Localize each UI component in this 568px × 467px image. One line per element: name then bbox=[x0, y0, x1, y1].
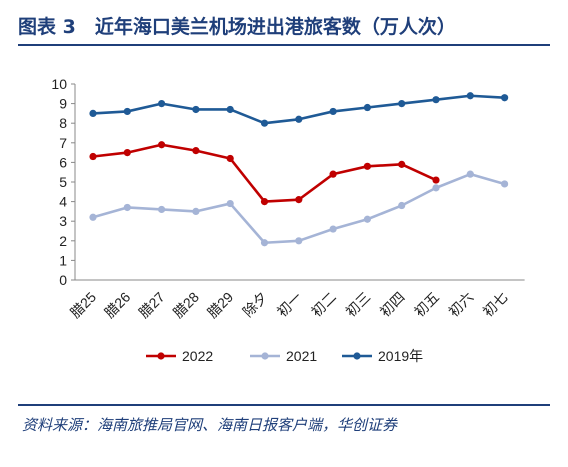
y-tick-label: 2 bbox=[59, 233, 67, 249]
y-tick-label: 0 bbox=[59, 272, 67, 288]
legend: 2022 2021 2019年 bbox=[146, 348, 423, 364]
series-point-2-8 bbox=[363, 103, 371, 112]
series-point-1-3 bbox=[192, 207, 200, 215]
x-tick-label: 腊29 bbox=[204, 289, 236, 321]
series-point-0-4 bbox=[226, 154, 234, 163]
title-rule bbox=[18, 44, 550, 46]
x-tick-label: 初五 bbox=[411, 289, 442, 320]
series-layer bbox=[89, 92, 509, 247]
x-tick-label: 除夕 bbox=[240, 289, 271, 320]
series-line-0 bbox=[92, 143, 437, 203]
series-point-0-5 bbox=[260, 198, 269, 206]
series-point-2-9 bbox=[398, 100, 406, 108]
series-point-2-3 bbox=[192, 105, 200, 114]
y-tick-label: 9 bbox=[59, 96, 67, 112]
series-point-2-11 bbox=[466, 92, 474, 100]
series-point-1-11 bbox=[466, 170, 474, 178]
legend-marker-0 bbox=[157, 352, 165, 360]
series-point-0-3 bbox=[192, 147, 200, 155]
y-tick-label: 5 bbox=[59, 174, 67, 190]
series-point-0-8 bbox=[363, 162, 371, 170]
x-tick-label: 初四 bbox=[377, 289, 408, 320]
x-tick-label: 腊28 bbox=[170, 289, 202, 321]
y-tick-label: 6 bbox=[59, 154, 67, 170]
series-point-1-7 bbox=[329, 225, 337, 233]
series-point-0-6 bbox=[295, 196, 303, 204]
series-point-0-2 bbox=[158, 141, 166, 149]
x-tick-label: 腊26 bbox=[101, 289, 133, 321]
series-point-2-5 bbox=[260, 119, 269, 127]
legend-label-0: 2022 bbox=[182, 348, 213, 364]
x-tick-label: 初一 bbox=[274, 289, 305, 320]
series-point-2-7 bbox=[329, 107, 337, 116]
y-tick-label: 1 bbox=[59, 252, 67, 268]
series-point-0-10 bbox=[432, 176, 440, 184]
series-point-2-10 bbox=[432, 96, 440, 104]
series-point-2-2 bbox=[158, 100, 166, 108]
series-point-1-8 bbox=[363, 215, 371, 223]
series-point-2-12 bbox=[501, 94, 509, 102]
source-rule bbox=[18, 404, 550, 406]
series-point-0-7 bbox=[329, 170, 337, 178]
figure-title: 图表 3 近年海口美兰机场进出港旅客数（万人次） bbox=[18, 16, 456, 38]
x-tick-label: 初六 bbox=[445, 289, 476, 320]
y-tick-label: 4 bbox=[59, 194, 67, 210]
series-point-2-1 bbox=[123, 107, 131, 116]
series-point-1-10 bbox=[432, 184, 440, 192]
series-point-2-0 bbox=[89, 109, 97, 117]
source-note: 资料来源：海南旅推局官网、海南日报客户端，华创证券 bbox=[22, 416, 398, 434]
series-point-1-12 bbox=[501, 180, 509, 188]
series-point-0-0 bbox=[89, 152, 97, 161]
series-line-1 bbox=[92, 172, 505, 245]
series-point-1-9 bbox=[398, 201, 406, 210]
y-tick-label: 7 bbox=[59, 135, 67, 151]
y-tick-label: 8 bbox=[59, 115, 67, 131]
y-tick-label: 3 bbox=[59, 213, 67, 229]
series-point-2-4 bbox=[226, 105, 234, 114]
series-point-1-1 bbox=[123, 203, 131, 212]
x-tick-label: 初七 bbox=[480, 289, 511, 320]
series-point-1-0 bbox=[89, 213, 97, 221]
series-point-1-4 bbox=[226, 199, 234, 208]
y-tick-label: 10 bbox=[51, 76, 67, 92]
legend-label-2: 2019年 bbox=[378, 348, 423, 364]
series-point-2-6 bbox=[295, 115, 303, 123]
series-point-1-6 bbox=[295, 237, 303, 245]
legend-label-1: 2021 bbox=[286, 348, 317, 364]
series-point-1-2 bbox=[158, 205, 166, 214]
legend-marker-2 bbox=[353, 352, 361, 360]
x-tick-label: 初三 bbox=[342, 289, 373, 320]
legend-marker-1 bbox=[261, 352, 269, 360]
series-point-1-5 bbox=[260, 239, 269, 247]
series-point-0-9 bbox=[398, 160, 406, 168]
x-tick-label: 腊27 bbox=[135, 289, 167, 321]
x-tick-label: 腊25 bbox=[67, 289, 99, 321]
series-point-0-1 bbox=[123, 149, 131, 157]
x-tick-label: 初二 bbox=[308, 289, 339, 320]
